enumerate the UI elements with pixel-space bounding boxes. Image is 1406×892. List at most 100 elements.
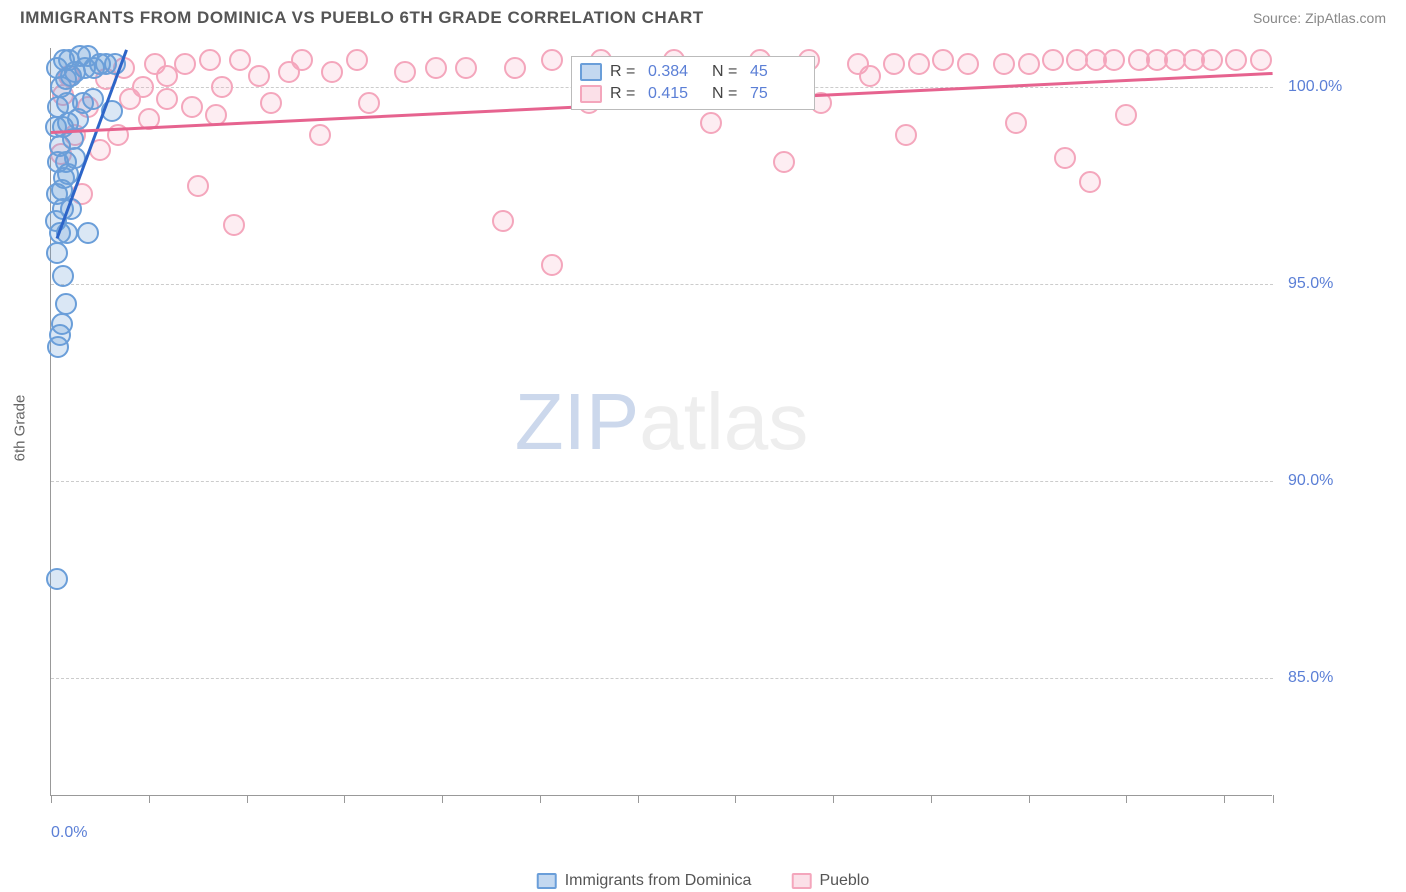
data-point-pueblo: [908, 53, 930, 75]
grid-line: [51, 678, 1273, 679]
data-point-pueblo: [847, 53, 869, 75]
n-label: N =: [712, 63, 742, 81]
data-point-pueblo: [773, 151, 795, 173]
legend-swatch: [791, 873, 811, 889]
data-point-dominica: [77, 45, 99, 67]
data-point-dominica: [46, 242, 68, 264]
data-point-pueblo: [181, 96, 203, 118]
data-point-pueblo: [223, 214, 245, 236]
data-point-pueblo: [156, 88, 178, 110]
data-point-pueblo: [174, 53, 196, 75]
y-tick-label: 90.0%: [1288, 472, 1333, 490]
x-tick: [1273, 795, 1274, 803]
data-point-pueblo: [1103, 49, 1125, 71]
y-tick-label: 100.0%: [1288, 78, 1342, 96]
data-point-pueblo: [455, 57, 477, 79]
legend-label: Immigrants from Dominica: [565, 872, 752, 890]
x-tick: [833, 795, 834, 803]
data-point-pueblo: [1250, 49, 1272, 71]
data-point-pueblo: [957, 53, 979, 75]
data-point-pueblo: [211, 76, 233, 98]
chart-title: IMMIGRANTS FROM DOMINICA VS PUEBLO 6TH G…: [20, 8, 704, 28]
watermark-part2: atlas: [639, 377, 808, 466]
data-point-pueblo: [144, 53, 166, 75]
legend-swatch: [580, 63, 602, 81]
data-point-pueblo: [248, 65, 270, 87]
grid-line: [51, 284, 1273, 285]
bottom-legend: Immigrants from Dominica Pueblo: [537, 872, 870, 890]
legend-swatch: [537, 873, 557, 889]
data-point-pueblo: [358, 92, 380, 114]
data-point-dominica: [51, 313, 73, 335]
data-point-pueblo: [187, 175, 209, 197]
data-point-pueblo: [1115, 104, 1137, 126]
data-point-pueblo: [309, 124, 331, 146]
watermark-part1: ZIP: [515, 377, 639, 466]
chart-container: ZIPatlas 0.0%R =0.384N =45R =0.415N =75 …: [50, 48, 1390, 808]
x-tick: [149, 795, 150, 803]
n-value: 75: [750, 85, 806, 103]
data-point-pueblo: [700, 112, 722, 134]
watermark: ZIPatlas: [515, 376, 808, 468]
chart-header: IMMIGRANTS FROM DOMINICA VS PUEBLO 6TH G…: [0, 0, 1406, 36]
data-point-pueblo: [1054, 147, 1076, 169]
x-tick: [638, 795, 639, 803]
data-point-dominica: [46, 568, 68, 590]
data-point-pueblo: [132, 76, 154, 98]
x-tick: [442, 795, 443, 803]
data-point-pueblo: [492, 210, 514, 232]
plot-area: ZIPatlas 0.0%R =0.384N =45R =0.415N =75: [50, 48, 1272, 796]
data-point-pueblo: [504, 57, 526, 79]
grid-line: [51, 481, 1273, 482]
data-point-pueblo: [394, 61, 416, 83]
data-point-pueblo: [541, 254, 563, 276]
data-point-pueblo: [1018, 53, 1040, 75]
data-point-pueblo: [1042, 49, 1064, 71]
x-tick: [247, 795, 248, 803]
bottom-legend-item: Immigrants from Dominica: [537, 872, 752, 890]
n-value: 45: [750, 63, 806, 81]
bottom-legend-item: Pueblo: [791, 872, 869, 890]
legend-label: Pueblo: [819, 872, 869, 890]
data-point-pueblo: [425, 57, 447, 79]
y-tick-label: 85.0%: [1288, 669, 1333, 687]
data-point-dominica: [82, 88, 104, 110]
y-axis-label: 6th Grade: [12, 395, 29, 462]
data-point-pueblo: [346, 49, 368, 71]
data-point-pueblo: [541, 49, 563, 71]
r-label: R =: [610, 85, 640, 103]
data-point-dominica: [55, 293, 77, 315]
data-point-pueblo: [932, 49, 954, 71]
data-point-pueblo: [1225, 49, 1247, 71]
x-tick: [1224, 795, 1225, 803]
data-point-dominica: [52, 265, 74, 287]
correlation-legend: R = 0.384 N = 45 R = 0.415 N = 75: [571, 56, 815, 110]
x-tick: [51, 795, 52, 803]
data-point-pueblo: [993, 53, 1015, 75]
data-point-pueblo: [1005, 112, 1027, 134]
source-attribution: Source: ZipAtlas.com: [1253, 10, 1386, 26]
r-value: 0.384: [648, 63, 704, 81]
r-value: 0.415: [648, 85, 704, 103]
r-label: R =: [610, 63, 640, 81]
data-point-pueblo: [229, 49, 251, 71]
x-label-min: 0.0%: [51, 824, 87, 842]
data-point-pueblo: [291, 49, 313, 71]
data-point-pueblo: [883, 53, 905, 75]
n-label: N =: [712, 85, 742, 103]
data-point-dominica: [77, 222, 99, 244]
x-tick: [344, 795, 345, 803]
legend-row: R = 0.384 N = 45: [580, 61, 806, 83]
x-tick: [1029, 795, 1030, 803]
legend-swatch: [580, 85, 602, 103]
legend-row: R = 0.415 N = 75: [580, 83, 806, 105]
y-tick-label: 95.0%: [1288, 275, 1333, 293]
x-tick: [735, 795, 736, 803]
x-tick: [1126, 795, 1127, 803]
data-point-pueblo: [260, 92, 282, 114]
data-point-pueblo: [1079, 171, 1101, 193]
data-point-pueblo: [1201, 49, 1223, 71]
x-tick: [931, 795, 932, 803]
data-point-pueblo: [199, 49, 221, 71]
x-tick: [540, 795, 541, 803]
